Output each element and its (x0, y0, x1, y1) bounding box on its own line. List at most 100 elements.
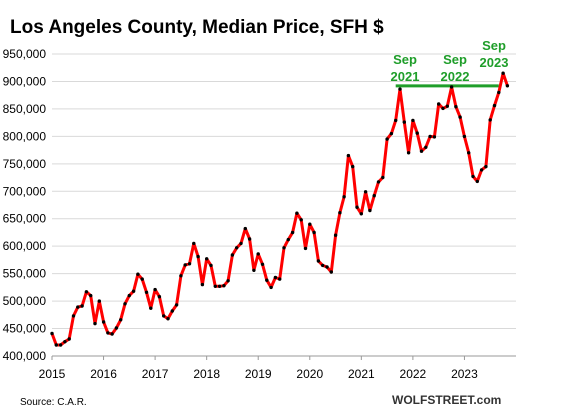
data-point (149, 306, 153, 310)
data-point (385, 137, 389, 141)
data-point (243, 226, 247, 231)
data-point (458, 115, 462, 119)
data-point (50, 331, 54, 336)
data-point (54, 343, 58, 347)
data-point (406, 151, 411, 155)
data-point (89, 293, 93, 298)
data-point (359, 212, 363, 216)
data-point (209, 263, 213, 268)
data-point (93, 321, 97, 326)
data-point (492, 103, 497, 108)
data-point (351, 164, 355, 169)
annotation-label: Sep (393, 52, 417, 67)
data-point (226, 279, 230, 283)
data-point (308, 222, 312, 226)
data-point (269, 285, 273, 290)
y-tick-label: 900,000 (3, 74, 47, 88)
y-tick-label: 850,000 (3, 102, 47, 116)
data-point (355, 205, 359, 209)
data-point (333, 233, 338, 237)
series-line (50, 71, 509, 347)
data-point (101, 320, 106, 324)
data-point (153, 287, 157, 292)
data-point (157, 295, 162, 299)
data-point (462, 134, 467, 139)
data-point (402, 120, 406, 124)
data-point (239, 241, 243, 246)
data-point (338, 211, 342, 215)
y-tick-label: 450,000 (3, 322, 47, 336)
data-point (110, 332, 114, 336)
data-point (479, 168, 484, 172)
data-point (187, 262, 192, 266)
x-axis-ticks: 2015 2016 2017 2018 2019 2020 2021 2022 2023 (39, 356, 478, 381)
data-point (299, 218, 303, 222)
data-point (445, 104, 449, 108)
x-tick-label: 2020 (296, 367, 323, 381)
data-point (166, 317, 170, 321)
x-tick-label: 2023 (451, 367, 478, 381)
data-point (368, 208, 372, 213)
y-axis-ticks: 400,000 450,000 500,000 550,000 600,000 650,0… (3, 47, 47, 363)
data-point (273, 275, 278, 280)
data-point (196, 254, 200, 259)
data-point (321, 263, 325, 268)
x-tick-label: 2022 (400, 367, 427, 381)
data-point (213, 284, 217, 288)
data-point (127, 293, 131, 298)
data-point (123, 302, 127, 306)
x-tick-label: 2019 (245, 367, 272, 381)
data-point (183, 263, 187, 267)
data-point (449, 85, 454, 89)
data-point (170, 309, 174, 313)
y-tick-label: 500,000 (3, 294, 47, 308)
data-series (50, 71, 509, 347)
data-point (505, 84, 510, 88)
data-point (475, 179, 479, 184)
data-point (144, 290, 149, 294)
data-point (205, 257, 209, 261)
data-point (252, 268, 256, 272)
data-point (84, 290, 89, 294)
data-point (389, 131, 394, 136)
data-point (119, 318, 123, 322)
data-point (437, 102, 441, 106)
data-point (63, 340, 67, 344)
data-point (192, 241, 196, 246)
chart-title: Los Angeles County, Median Price, SFH $ (10, 17, 384, 38)
data-point (394, 118, 398, 123)
annotations: Sep 2021 Sep 2022 Sep 2023 (391, 38, 509, 84)
y-tick-label: 700,000 (3, 184, 47, 198)
data-point (501, 71, 505, 75)
y-tick-label: 400,000 (3, 349, 47, 363)
data-point (80, 304, 84, 308)
data-point (230, 253, 235, 257)
data-point (97, 299, 102, 303)
data-point (312, 230, 316, 235)
data-point (411, 118, 415, 123)
data-point (295, 211, 299, 215)
data-point (235, 246, 239, 250)
data-point (106, 331, 110, 335)
annotation-label: 2023 (480, 55, 509, 70)
data-point (222, 284, 226, 288)
data-point (136, 272, 140, 276)
data-point (372, 194, 376, 198)
data-point (329, 270, 333, 274)
data-point (114, 326, 119, 330)
x-tick-label: 2017 (142, 367, 169, 381)
annotation-label: Sep (482, 38, 506, 53)
data-point (488, 118, 492, 122)
data-point (67, 337, 71, 341)
data-point (398, 87, 402, 91)
data-point (467, 151, 471, 155)
y-tick-label: 950,000 (3, 47, 47, 61)
data-point (346, 153, 351, 158)
data-point (290, 230, 295, 235)
data-point (303, 246, 308, 251)
data-point (432, 135, 437, 139)
y-tick-label: 750,000 (3, 157, 47, 171)
data-point (282, 246, 286, 250)
source-note: Source: C.A.R. (20, 397, 87, 408)
